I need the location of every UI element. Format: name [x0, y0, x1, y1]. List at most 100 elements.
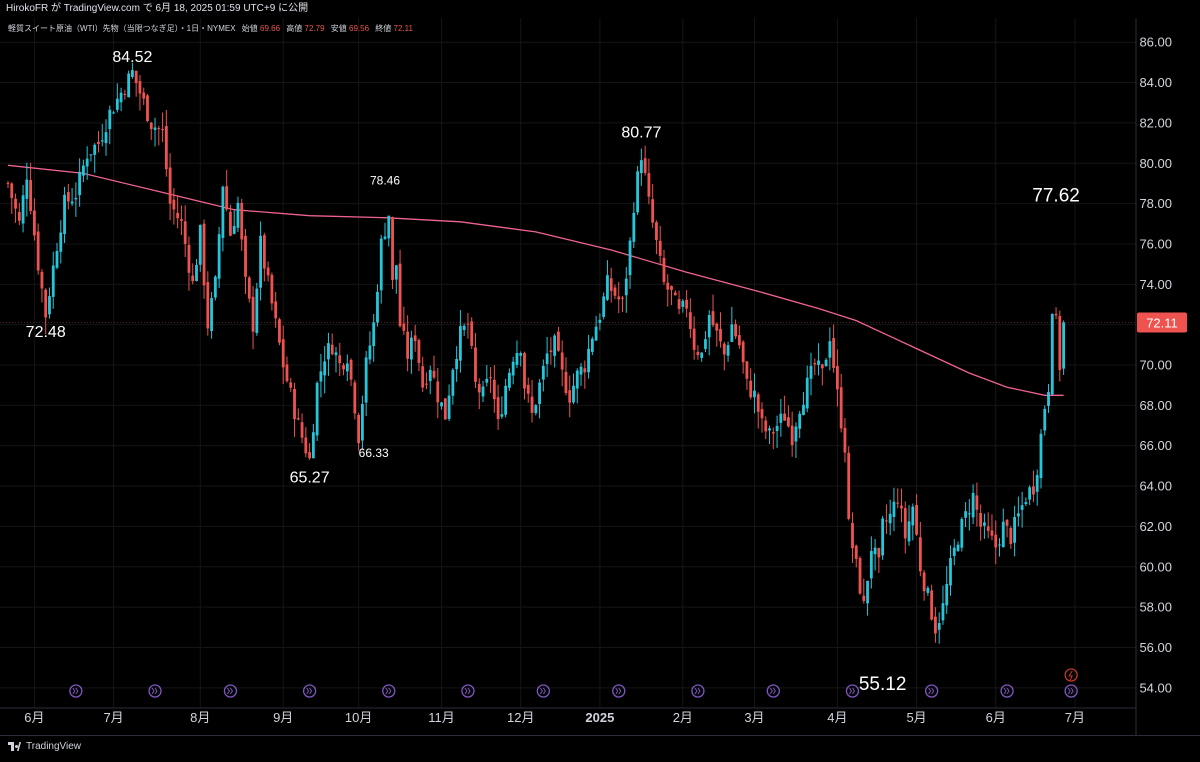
candle-body — [681, 300, 685, 307]
candle-body — [323, 361, 327, 376]
candle-body — [839, 387, 843, 429]
candle-body — [146, 95, 149, 122]
price-tick-label: 86.00 — [1139, 35, 1172, 50]
candle-body — [1020, 505, 1024, 510]
candle-body — [707, 315, 711, 338]
candle-body — [21, 195, 25, 224]
legend-open: 69.66 — [260, 24, 281, 33]
price-chart[interactable]: 84.52 72.48 78.46 65.27 66.33 80.77 55.12 77.62… — [0, 18, 1200, 757]
candle-body — [293, 388, 296, 420]
candle-body — [621, 297, 624, 299]
candle-body — [59, 232, 63, 252]
event-marker-icon[interactable] — [148, 684, 162, 698]
candle-body — [225, 186, 229, 210]
candle-body — [342, 365, 345, 370]
candle-body — [440, 402, 443, 407]
candle-body — [180, 219, 183, 221]
event-marker-icon[interactable] — [691, 684, 705, 698]
candle-body — [266, 267, 270, 276]
candle-body — [172, 199, 176, 210]
time-tick-label: 5月 — [906, 710, 926, 725]
candle-body — [255, 288, 259, 333]
candle-body — [832, 338, 836, 368]
event-marker-icon[interactable] — [69, 684, 83, 698]
candle-body — [590, 338, 594, 352]
tradingview-logo[interactable]: TradingView — [8, 741, 81, 752]
candle-body — [873, 547, 877, 555]
candle-body — [918, 537, 922, 572]
candle-body — [986, 526, 990, 531]
event-marker-icon[interactable] — [223, 684, 238, 698]
event-marker-icon[interactable] — [1000, 684, 1014, 698]
candle-body — [892, 501, 896, 517]
candle-body — [447, 395, 451, 419]
candle-body — [737, 335, 741, 346]
candle-body — [477, 383, 481, 393]
candle-body — [176, 212, 180, 219]
candle-body — [63, 194, 66, 234]
candle-body — [466, 323, 470, 325]
candle-body — [428, 370, 432, 382]
candle-body — [330, 344, 334, 355]
candle-body — [25, 179, 29, 199]
candle-body — [696, 351, 700, 356]
candle-body — [504, 385, 508, 415]
candle-body — [164, 126, 168, 170]
candle-body — [383, 236, 387, 239]
candle-body — [481, 386, 485, 397]
candle-body — [647, 173, 651, 197]
candle-body — [790, 425, 794, 446]
candle-body — [662, 257, 666, 282]
event-marker-icon[interactable] — [461, 684, 475, 698]
alert-marker-icon[interactable] — [1064, 668, 1078, 682]
candle-body — [1028, 487, 1032, 500]
candle-body — [900, 505, 903, 509]
legend: 軽質スイート原油（WTI）先物（当限つなぎ足）・1日・NYMEX 始値 69.6… — [8, 23, 414, 33]
candle-body — [756, 394, 760, 412]
candle-body — [44, 289, 48, 318]
candle-body — [123, 93, 127, 95]
candle-body — [651, 199, 655, 223]
candle-body — [1039, 433, 1043, 479]
candle-body — [217, 234, 221, 279]
candle-body — [459, 326, 462, 361]
candle-body — [104, 132, 108, 144]
legend-close: 72.11 — [394, 24, 414, 33]
price-tick-label: 74.00 — [1139, 277, 1172, 292]
annotations-layer: 84.52 72.48 78.46 65.27 66.33 80.77 55.12 77.62 — [26, 49, 1080, 695]
event-marker-icon[interactable] — [1064, 684, 1078, 698]
candle-body — [606, 275, 609, 300]
candle-body — [394, 265, 398, 280]
candle-body — [956, 544, 960, 551]
event-marker-icon[interactable] — [766, 684, 780, 698]
candle-body — [319, 371, 323, 382]
price-tick-label: 70.00 — [1139, 358, 1172, 373]
price-tick-label: 80.00 — [1139, 156, 1172, 171]
candles-layer — [6, 62, 1065, 644]
candle-body — [168, 167, 172, 204]
candle-body — [270, 274, 274, 304]
candle-body — [730, 324, 734, 342]
candle-body — [406, 331, 410, 359]
event-marker-icon[interactable] — [612, 684, 626, 698]
event-marker-icon[interactable] — [302, 684, 317, 698]
grid — [0, 18, 1136, 708]
candle-body — [127, 73, 131, 98]
event-marker-icon[interactable] — [382, 684, 396, 698]
candle-body — [195, 264, 198, 282]
candle-body — [617, 296, 621, 300]
event-marker-icon[interactable] — [536, 684, 550, 698]
time-tick-label: 3月 — [744, 710, 764, 725]
event-marker-icon[interactable] — [925, 684, 939, 698]
event-marker-icon[interactable] — [845, 684, 860, 698]
candle-body — [869, 550, 873, 579]
candle-body — [17, 212, 21, 221]
candle-body — [85, 158, 89, 167]
candle-body — [964, 511, 967, 518]
candle-body — [1047, 391, 1050, 406]
moving-average-layer — [7, 164, 1064, 396]
candle-body — [836, 365, 839, 390]
price-tick-label: 84.00 — [1139, 75, 1172, 90]
chart-pane[interactable]: 84.52 72.48 78.46 65.27 66.33 80.77 55.12 77.62… — [0, 18, 1200, 757]
candle-body — [334, 352, 338, 356]
